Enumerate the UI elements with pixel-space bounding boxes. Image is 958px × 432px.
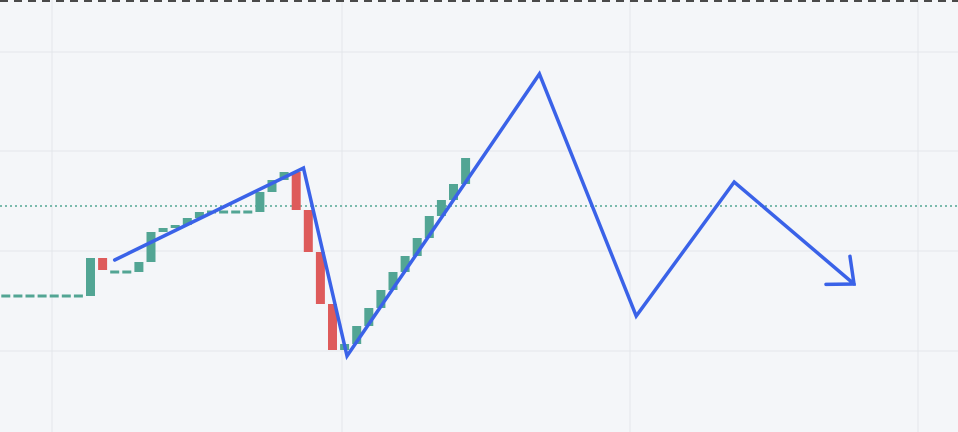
- candle-up: [461, 158, 471, 184]
- candle-doji: [13, 294, 23, 298]
- candle-up: [182, 218, 192, 225]
- candle-doji: [1, 294, 11, 298]
- candle-down: [303, 210, 313, 252]
- candle-doji: [25, 294, 35, 298]
- candle-up: [255, 192, 265, 212]
- candle-down: [98, 258, 108, 270]
- arrow-head-icon[interactable]: [824, 254, 857, 287]
- candle-up: [449, 184, 458, 200]
- candle-up: [424, 216, 434, 238]
- candle-doji: [219, 210, 229, 214]
- candle-up: [170, 225, 180, 228]
- candle-down: [328, 304, 337, 350]
- candles: [1, 158, 471, 350]
- candle-down: [291, 172, 301, 210]
- candle-doji: [61, 294, 71, 298]
- candle-up: [364, 308, 374, 326]
- drawing[interactable]: [112, 70, 857, 361]
- candle-up: [388, 272, 398, 290]
- candle-up: [400, 256, 410, 272]
- candle-up: [412, 238, 422, 256]
- candle-doji: [73, 294, 83, 298]
- candle-up: [158, 228, 168, 232]
- candle-up: [352, 326, 362, 344]
- candle-doji: [231, 210, 241, 214]
- candle-up: [436, 200, 446, 216]
- candle-up: [267, 180, 277, 192]
- candle-doji: [49, 294, 59, 298]
- candle-doji: [122, 270, 132, 274]
- candle-down: [315, 252, 325, 304]
- candle-up: [376, 290, 386, 308]
- candle-up: [194, 212, 204, 218]
- candle-doji: [243, 210, 253, 214]
- candle-up: [86, 258, 95, 296]
- candle-doji: [110, 270, 120, 274]
- candle-up: [146, 232, 156, 262]
- candle-up: [134, 262, 144, 272]
- candle-doji: [37, 294, 47, 298]
- zigzag-line[interactable]: [112, 70, 856, 361]
